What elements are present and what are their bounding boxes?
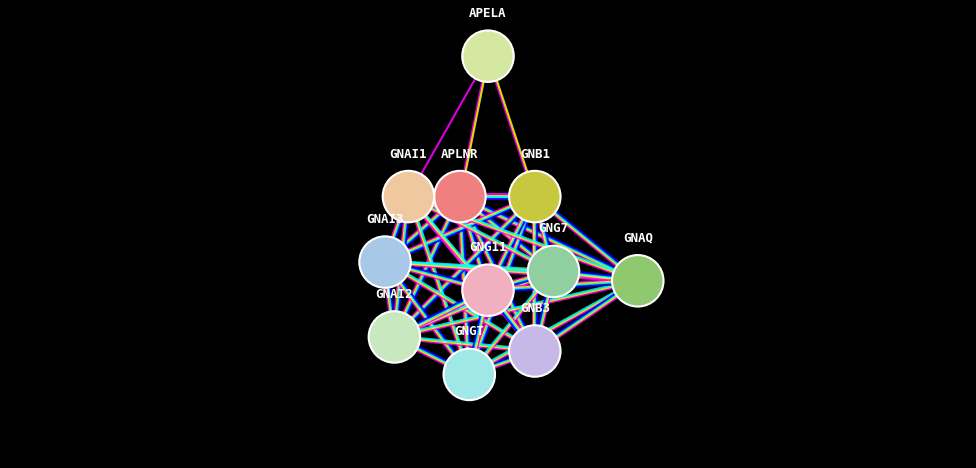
Circle shape bbox=[443, 349, 495, 400]
Text: GNG11: GNG11 bbox=[469, 241, 507, 254]
Circle shape bbox=[463, 30, 513, 82]
Text: GNB3: GNB3 bbox=[520, 302, 549, 315]
Text: GNAI1: GNAI1 bbox=[389, 147, 427, 161]
Text: APELA: APELA bbox=[469, 7, 507, 20]
Circle shape bbox=[463, 264, 513, 316]
Circle shape bbox=[528, 246, 580, 297]
Text: GNAI2: GNAI2 bbox=[376, 288, 413, 301]
Text: GNAQ: GNAQ bbox=[623, 232, 653, 245]
Circle shape bbox=[359, 236, 411, 288]
Circle shape bbox=[369, 311, 420, 363]
Circle shape bbox=[434, 171, 486, 222]
Circle shape bbox=[509, 171, 560, 222]
Circle shape bbox=[383, 171, 434, 222]
Text: GNGT: GNGT bbox=[454, 325, 484, 338]
Text: GNAI3: GNAI3 bbox=[366, 213, 404, 226]
Circle shape bbox=[612, 255, 664, 307]
Text: GNB1: GNB1 bbox=[520, 147, 549, 161]
Text: GNG7: GNG7 bbox=[539, 222, 568, 235]
Text: APLNR: APLNR bbox=[441, 147, 478, 161]
Circle shape bbox=[509, 325, 560, 377]
